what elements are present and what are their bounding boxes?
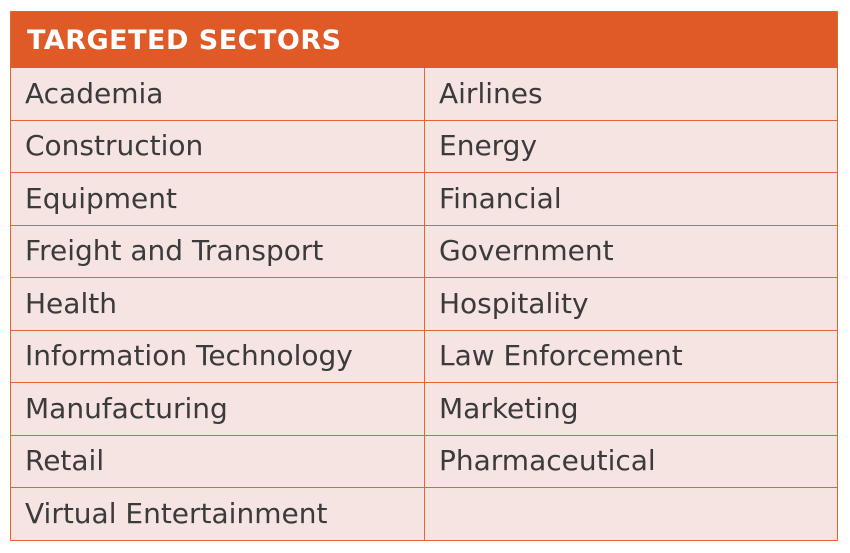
sector-cell: Equipment [11,173,425,226]
sector-cell: Financial [425,173,837,226]
empty-cell [425,488,837,541]
sector-cell: Pharmaceutical [425,436,837,488]
table-title: TARGETED SECTORS [27,24,342,56]
sector-cell: Marketing [425,383,837,436]
table-header: TARGETED SECTORS [11,12,837,68]
sector-cell: Manufacturing [11,383,425,436]
sector-cell: Hospitality [425,278,837,331]
targeted-sectors-table: TARGETED SECTORS Academia Airlines Const… [10,11,838,541]
sector-cell: Retail [11,435,425,488]
sector-cell: Energy [425,121,837,173]
sector-cell: Freight and Transport [11,225,425,278]
sector-cell: Academia [11,68,425,121]
sector-cell: Virtual Entertainment [11,488,425,541]
sector-cell: Government [425,226,837,278]
sector-cell: Health [11,278,425,331]
sector-cell: Airlines [425,68,837,121]
sector-cell: Information Technology [11,330,425,383]
sector-cell: Construction [11,120,425,173]
sectors-grid: Academia Airlines Construction Energy Eq… [11,68,837,541]
sector-cell: Law Enforcement [425,331,837,383]
